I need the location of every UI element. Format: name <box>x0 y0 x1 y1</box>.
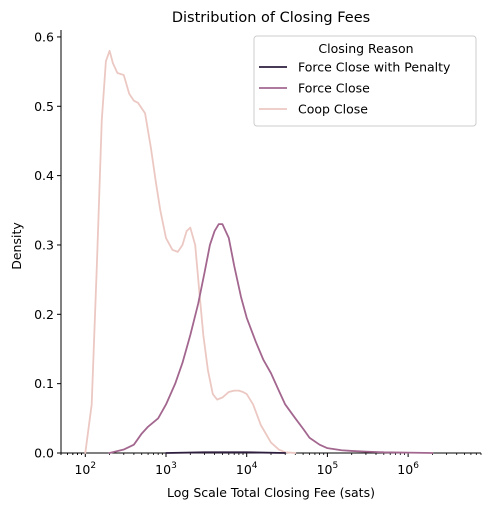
series-line-force-close-with-penalty <box>165 451 287 454</box>
y-tick-label: 0.0 <box>34 446 54 461</box>
y-tick-label: 0.5 <box>34 99 54 114</box>
y-tick-label: 0.2 <box>34 307 54 322</box>
series-line-force-close <box>108 223 434 454</box>
legend-entry: Coop Close <box>298 102 368 117</box>
y-axis-label: Density <box>9 222 24 270</box>
x-tick-label: 106 <box>397 461 419 477</box>
legend-box <box>253 35 477 127</box>
x-tick-label: 104 <box>236 461 258 477</box>
legend-entry: Force Close with Penalty <box>298 60 451 75</box>
series-lines <box>84 49 434 454</box>
y-tick-label: 0.1 <box>34 376 54 391</box>
x-tick-label: 103 <box>155 461 177 477</box>
y-tick-label: 0.4 <box>34 168 54 183</box>
x-axis-label: Log Scale Total Closing Fee (sats) <box>167 485 375 500</box>
y-tick-label: 0.3 <box>34 237 54 252</box>
axes: 0.0 0.1 0.2 0.3 0.4 0.5 0.6 102 103 104 105 106 <box>34 29 482 477</box>
legend-entry: Force Close <box>298 81 370 96</box>
series-line-coop-close <box>84 49 297 454</box>
x-tick-label: 102 <box>74 461 96 477</box>
x-tick-label: 105 <box>317 461 339 477</box>
chart-title: Distribution of Closing Fees <box>172 10 370 26</box>
y-tick-label: 0.6 <box>34 29 54 44</box>
legend: Closing Reason Force Close with Penalty Fo… <box>253 35 477 127</box>
legend-title: Closing Reason <box>318 41 413 56</box>
